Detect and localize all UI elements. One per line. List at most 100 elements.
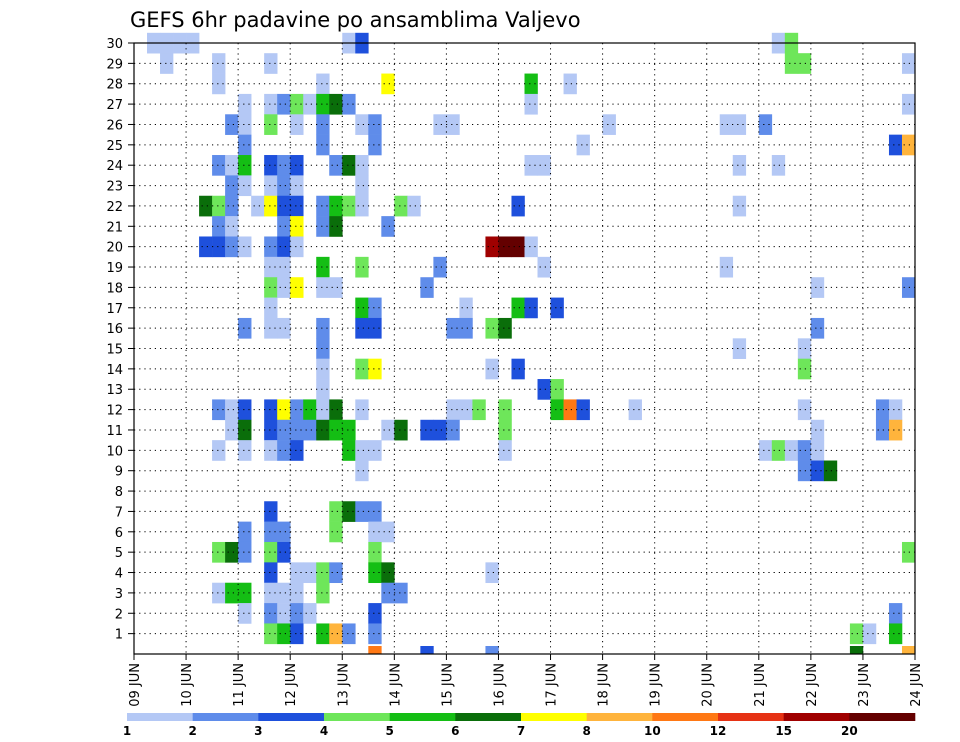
heat-cell [264, 541, 278, 563]
heat-cell [264, 501, 278, 522]
heat-cell [368, 603, 382, 624]
y-tick-label: 13 [106, 383, 123, 398]
y-tick-label: 8 [115, 485, 123, 500]
heat-cell [901, 134, 916, 156]
chart-title: GEFS 6hr padavine po ansamblima Valjevo [130, 8, 581, 32]
colorbar-label: 2 [188, 724, 196, 738]
heat-cell [784, 53, 799, 74]
heat-cell [290, 399, 304, 421]
y-tick-label: 15 [106, 343, 123, 358]
heat-cell [225, 541, 239, 563]
colorbar-label: 6 [451, 724, 459, 738]
heat-cell [368, 440, 382, 461]
heat-cell [901, 541, 916, 563]
y-tick-label: 19 [106, 261, 123, 276]
heat-cell [407, 195, 421, 217]
heat-cell [264, 603, 278, 624]
x-tick-label: 23 JUN [857, 663, 872, 707]
heat-cell [277, 399, 291, 421]
heat-cell [225, 419, 239, 441]
heat-cell [264, 114, 278, 135]
y-tick-label: 4 [115, 567, 123, 582]
heat-cell [394, 582, 408, 604]
heat-cell [810, 277, 825, 298]
heat-cell [888, 134, 903, 156]
heat-cell [212, 236, 226, 258]
heat-cell [420, 419, 434, 441]
x-tick-label: 17 JUN [545, 663, 560, 707]
heat-cell [368, 317, 382, 339]
heat-cell [355, 297, 369, 319]
heat-cell [797, 440, 812, 461]
heat-cell [823, 460, 838, 482]
heat-cell [329, 216, 343, 237]
heat-cell [849, 623, 864, 645]
heat-cell [732, 114, 747, 135]
heat-cell [888, 419, 903, 441]
colorbar-swatch [783, 713, 850, 721]
heat-cell [329, 93, 343, 115]
heat-cell [368, 114, 382, 135]
heat-cell [381, 419, 395, 441]
colorbar-label: 3 [254, 724, 262, 738]
heat-cell [316, 73, 330, 95]
colorbar-swatch [586, 713, 653, 721]
heat-cell [212, 73, 226, 95]
heat-cell [277, 521, 291, 543]
heat-cell [212, 155, 226, 176]
heat-cell [277, 603, 291, 624]
heat-cell [264, 155, 278, 176]
x-tick-label: 21 JUN [753, 663, 768, 707]
heat-cell [225, 236, 239, 258]
heat-cell [888, 603, 903, 624]
heat-cell [238, 134, 252, 156]
y-tick-label: 1 [115, 628, 123, 643]
colorbar-swatch [324, 713, 390, 721]
heat-cell [264, 93, 278, 115]
heat-cell [524, 297, 538, 319]
heat-cell [576, 134, 590, 156]
y-tick-label: 22 [106, 200, 123, 215]
heat-cell [316, 379, 330, 400]
heat-cell [511, 195, 525, 217]
y-axis: 1234567891011121314151617181920212223242… [106, 37, 134, 643]
colorbar-label: 8 [582, 724, 590, 738]
heat-cell [433, 256, 447, 278]
heat-cell [264, 440, 278, 461]
heat-cell [342, 155, 356, 176]
heat-cell [381, 582, 395, 604]
heat-cell [511, 236, 525, 258]
heat-cell [277, 236, 291, 258]
heat-cell [719, 256, 734, 278]
heat-cell [303, 419, 317, 441]
heat-cell [888, 623, 903, 645]
heat-cell [485, 317, 499, 339]
heat-cell [303, 93, 317, 115]
heat-cell [316, 338, 330, 359]
heat-cell [420, 646, 434, 655]
y-tick-label: 5 [115, 546, 123, 561]
heat-cell [225, 216, 239, 237]
heat-cell [797, 338, 812, 359]
heat-cell [212, 216, 226, 237]
heat-cell [433, 419, 447, 441]
heat-cell [797, 399, 812, 421]
heat-cell [316, 216, 330, 237]
y-tick-label: 17 [106, 302, 123, 317]
heat-cell [485, 236, 499, 258]
heat-cell [485, 646, 499, 655]
heat-cell [316, 582, 330, 604]
heat-cell [225, 175, 239, 197]
heat-cell [316, 399, 330, 421]
heat-cell [771, 440, 786, 461]
heat-cell [277, 216, 291, 237]
heat-cell [290, 419, 304, 441]
heat-cell [290, 623, 304, 645]
heat-cell [446, 419, 460, 441]
x-tick-label: 22 JUN [805, 663, 820, 707]
heat-cell [290, 216, 304, 237]
heat-cell [329, 399, 343, 421]
heat-cell [251, 195, 265, 217]
heat-cell [511, 297, 525, 319]
heat-cell [901, 93, 916, 115]
